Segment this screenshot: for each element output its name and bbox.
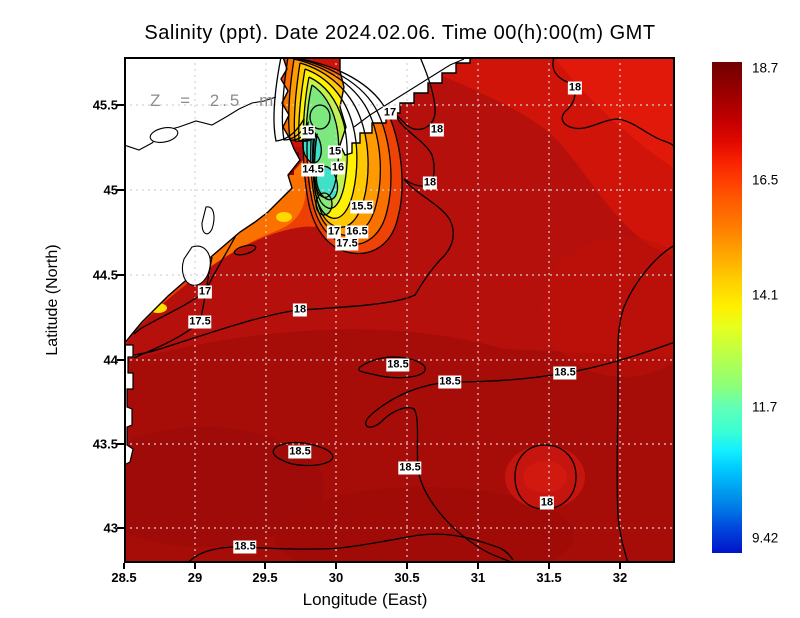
land-strip-west <box>124 344 134 466</box>
y-tick-label: 44.5 <box>92 267 118 283</box>
contour-label: 18.5 <box>438 375 462 389</box>
x-tick-label: 28.5 <box>111 570 137 585</box>
x-tick-mark <box>406 563 408 569</box>
sea-patch-bright-ne <box>340 57 675 257</box>
x-tick-mark <box>264 563 266 569</box>
x-tick-label: 31 <box>470 570 486 585</box>
depth-annotation: Z = 2.5 m <box>150 91 277 110</box>
map-canvas <box>124 57 675 563</box>
y-tick-mark <box>117 104 124 106</box>
sea-patch-dark-sw <box>124 427 324 547</box>
coastal-yellow-spot <box>276 212 292 222</box>
y-tick-mark <box>117 274 124 276</box>
colorbar-tick-label: 14.1 <box>752 287 779 303</box>
contour-label: 14.5 <box>301 163 325 177</box>
y-tick-mark <box>117 359 124 361</box>
y-tick-label: 43.5 <box>92 436 118 452</box>
contour-label: 15.5 <box>350 200 374 214</box>
y-tick-mark <box>117 527 124 529</box>
x-tick-label: 29.5 <box>252 570 278 585</box>
x-tick-mark <box>619 563 621 569</box>
spit-coastline <box>353 58 465 128</box>
contour-label: 18.5 <box>233 540 257 554</box>
x-tick-label: 30.5 <box>394 570 420 585</box>
contour-label: 18.5 <box>386 358 410 372</box>
x-tick-mark <box>335 563 337 569</box>
y-tick-label: 45 <box>103 182 118 198</box>
contour-label: 17 <box>197 285 213 299</box>
lagoon-outline <box>149 127 179 143</box>
sea-patch-mid-e <box>542 237 675 377</box>
y-axis-title: Latitude (North) <box>44 244 61 356</box>
contour-label: 18 <box>292 303 308 317</box>
y-tick-label: 45.5 <box>92 97 118 113</box>
x-tick-mark <box>548 563 550 569</box>
y-tick-label: 43 <box>103 520 118 536</box>
x-tick-label: 31.5 <box>536 570 562 585</box>
colorbar-tick-label: 11.7 <box>752 399 778 415</box>
lagoon-outline <box>201 206 215 235</box>
x-tick-label: 30 <box>328 570 344 585</box>
x-tick-mark <box>123 563 125 569</box>
gridlines <box>124 57 675 563</box>
contour-label: 16.5 <box>345 225 369 239</box>
plot-frame <box>124 57 675 563</box>
contour-label: 15 <box>327 145 343 159</box>
coastline-detail <box>124 96 277 151</box>
x-tick-label: 29 <box>187 570 203 585</box>
x-tick-label: 32 <box>612 570 628 585</box>
contour-label: 17.5 <box>188 315 212 329</box>
eddy-bright-core <box>523 461 567 493</box>
x-tick-mark <box>194 563 196 569</box>
contour-label: 16 <box>330 161 346 175</box>
sea-patch-bright-corner <box>524 57 675 169</box>
map-plot-area <box>124 57 675 563</box>
contour-label: 18 <box>567 81 583 95</box>
contour-label: 17 <box>326 225 342 239</box>
y-tick-label: 44 <box>103 352 118 368</box>
colorbar-tick-label: 9.42 <box>752 530 779 546</box>
colorbar <box>712 62 742 553</box>
contour-label: 18.5 <box>288 445 312 459</box>
x-axis-title: Longitude (East) <box>302 590 428 609</box>
contour-label: 15 <box>300 125 316 139</box>
sea-patch-dark-s <box>274 487 574 563</box>
contour-label: 18.5 <box>553 366 577 380</box>
contour-label: 17 <box>382 106 398 120</box>
y-tick-mark <box>117 189 124 191</box>
contour-label: 18 <box>539 496 555 510</box>
x-tick-mark <box>477 563 479 569</box>
colorbar-tick-label: 18.7 <box>752 60 779 76</box>
colorbar-tick-label: 16.5 <box>752 172 779 188</box>
chart-title: Salinity (ppt). Date 2024.02.06. Time 00… <box>144 22 656 44</box>
contour-label: 18 <box>429 123 445 137</box>
contour-label: 17.5 <box>335 237 359 251</box>
y-tick-mark <box>117 443 124 445</box>
contour-label: 18.5 <box>398 461 422 475</box>
contour-label: 18 <box>422 176 438 190</box>
